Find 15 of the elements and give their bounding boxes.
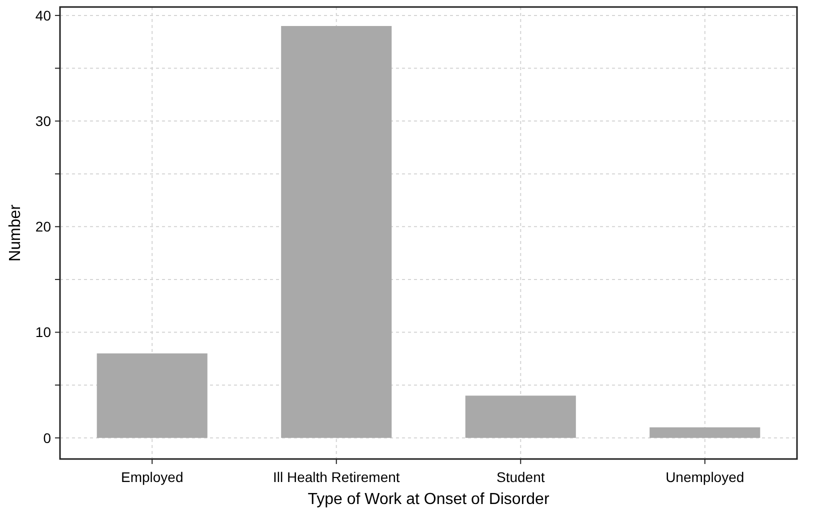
y-axis-title: Number	[7, 204, 24, 262]
y-tick-label: 20	[35, 218, 52, 235]
y-tick-label: 40	[35, 7, 52, 24]
x-tick-label: Unemployed	[666, 469, 744, 485]
bar	[96, 353, 208, 438]
x-tick-label: Student	[496, 469, 545, 485]
bar	[650, 427, 760, 438]
bar	[465, 396, 576, 438]
x-tick-label: Ill Health Retirement	[272, 469, 400, 485]
x-axis-title: Type of Work at Onset of Disorder	[308, 491, 550, 508]
y-tick-label: 10	[35, 324, 52, 340]
x-tick-label: Employed	[120, 469, 184, 485]
y-tick-label: 30	[35, 112, 52, 129]
y-tick-label: 0	[43, 430, 52, 446]
bar	[281, 26, 392, 438]
